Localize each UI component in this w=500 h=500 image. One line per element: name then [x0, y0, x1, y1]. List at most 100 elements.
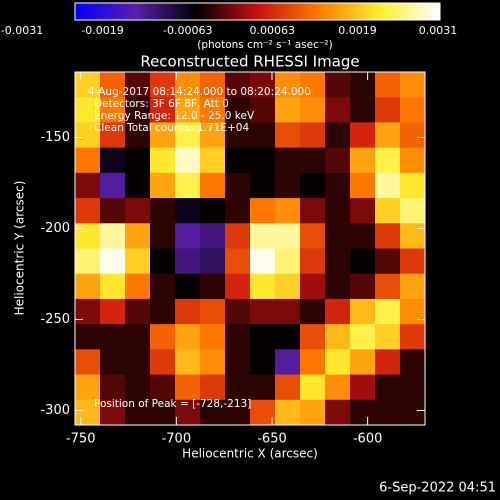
heatmap-cell	[350, 324, 376, 350]
colorbar-title: (photons cm⁻² s⁻¹ asec⁻²)	[197, 39, 332, 51]
heatmap-cell	[75, 223, 101, 249]
heatmap-cell	[150, 122, 176, 149]
annotation: Detectors: 3F 6F 8F, Att 0	[94, 98, 229, 110]
heatmap-cell	[325, 147, 351, 174]
heatmap-cell	[200, 147, 226, 174]
heatmap-cell	[200, 298, 226, 325]
heatmap-cell	[150, 172, 176, 199]
heatmap-cell	[400, 72, 426, 98]
heatmap-cell	[100, 324, 126, 350]
heatmap-cell	[150, 72, 176, 98]
heatmap-cell	[175, 374, 201, 401]
heatmap-cell	[325, 97, 351, 123]
heatmap-cell	[375, 374, 401, 401]
x-tick-label: -750	[66, 432, 96, 447]
heatmap-cell	[150, 248, 176, 275]
heatmap-cell	[275, 298, 301, 325]
heatmap-cell	[350, 349, 376, 376]
heatmap-cell	[275, 223, 301, 249]
heatmap-cell	[300, 399, 326, 426]
colorbar	[74, 2, 441, 21]
colorbar-tick-label: 0.00063	[250, 24, 296, 37]
heatmap-cell	[400, 97, 426, 123]
heatmap-cell	[250, 122, 276, 149]
heatmap-cell	[300, 374, 326, 401]
y-tick-label: -200	[40, 221, 70, 236]
heatmap-cell	[150, 147, 176, 174]
heatmap-cell	[175, 72, 201, 98]
heatmap-cell	[275, 198, 301, 224]
heatmap-cell	[350, 273, 376, 300]
heatmap-cell	[275, 248, 301, 275]
heatmap-cell	[350, 399, 376, 426]
heatmap-cell	[125, 273, 151, 300]
x-tick-label: -700	[162, 432, 192, 447]
heatmap-cell	[225, 399, 251, 426]
heatmap-cell	[125, 374, 151, 401]
heatmap-cell	[300, 248, 326, 275]
heatmap-cell	[350, 198, 376, 224]
heatmap-cell	[350, 298, 376, 325]
colorbar-tick-label: -0.0031	[1, 24, 43, 37]
heatmap-cell	[175, 97, 201, 123]
heatmap-cell	[75, 374, 101, 401]
heatmap-cell	[150, 374, 176, 401]
heatmap-cell	[75, 399, 101, 426]
heatmap-cell	[275, 172, 301, 199]
heatmap-cell	[250, 72, 276, 98]
heatmap-cell	[300, 97, 326, 123]
heatmap-cell	[100, 273, 126, 300]
heatmap-cell	[300, 72, 326, 98]
heatmap-cell	[200, 273, 226, 300]
heatmap-cell	[150, 223, 176, 249]
heatmap-cell	[350, 122, 376, 149]
heatmap-cell	[200, 248, 226, 275]
heatmap-cell	[150, 399, 176, 426]
heatmap-cell	[225, 298, 251, 325]
heatmap-cell	[375, 324, 401, 350]
heatmap-cell	[175, 198, 201, 224]
heatmap-cell	[225, 198, 251, 224]
heatmap-cell	[175, 248, 201, 275]
heatmap-cell	[300, 349, 326, 376]
heatmap-cell	[175, 298, 201, 325]
heatmap-cell	[100, 97, 126, 123]
heatmap-cell	[175, 147, 201, 174]
heatmap-cell	[100, 399, 126, 426]
heatmap-cell	[200, 324, 226, 350]
heatmap-cell	[75, 324, 101, 350]
plot-frame	[74, 71, 426, 426]
heatmap-cell	[225, 349, 251, 376]
heatmap-cell	[350, 72, 376, 98]
heatmap-cell	[400, 349, 426, 376]
x-axis-title: Heliocentric X (arcsec)	[182, 447, 318, 461]
heatmap-cell	[400, 172, 426, 199]
heatmap-cell	[75, 147, 101, 174]
heatmap-cell	[200, 198, 226, 224]
heatmap-cell	[150, 298, 176, 325]
heatmap-cell	[325, 349, 351, 376]
colorbar-tick-label: -0.00063	[163, 24, 212, 37]
heatmap-cell	[325, 72, 351, 98]
heatmap-cell	[375, 349, 401, 376]
heatmap-cell	[325, 198, 351, 224]
heatmap-cell	[350, 147, 376, 174]
heatmap-cell	[75, 298, 101, 325]
heatmap-cell	[125, 223, 151, 249]
heatmap-cell	[75, 97, 101, 123]
heatmap-cell	[100, 223, 126, 249]
heatmap-cell	[175, 223, 201, 249]
heatmap-cell	[250, 399, 276, 426]
heatmap-cell	[350, 374, 376, 401]
heatmap-cell	[225, 97, 251, 123]
heatmap-cell	[375, 273, 401, 300]
y-tick-label: -150	[40, 130, 70, 145]
heatmap-cell	[125, 399, 151, 426]
heatmap-cell	[75, 198, 101, 224]
heatmap-cell	[300, 223, 326, 249]
x-tick-label: -600	[353, 432, 383, 447]
heatmap-cell	[125, 72, 151, 98]
heatmap-cell	[275, 324, 301, 350]
annotation: Position of Peak = [-728,-213]	[94, 398, 251, 410]
heatmap-cell	[375, 198, 401, 224]
